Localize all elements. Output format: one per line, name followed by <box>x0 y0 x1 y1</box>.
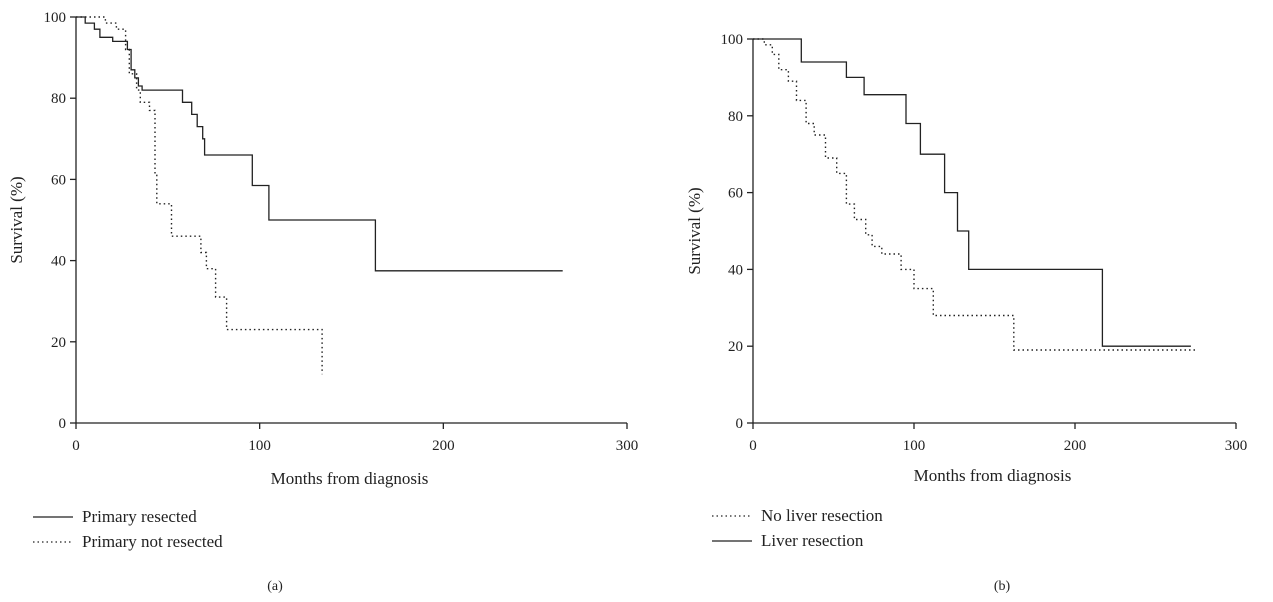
panel-label: (b) <box>994 579 1011 594</box>
x-tick-label: 100 <box>248 438 271 454</box>
y-tick-label: 100 <box>721 32 744 48</box>
legend-label: No liver resection <box>761 506 883 525</box>
y-tick-label: 40 <box>51 254 66 270</box>
series-line-primary-not-resected <box>76 16 323 375</box>
series-line-liver-resection <box>753 38 1191 347</box>
panel-label: (a) <box>267 579 283 594</box>
x-tick-label: 200 <box>1064 438 1087 454</box>
panel-b: 0 20 40 60 80 100 0 100 200 300 Months from diagno… <box>685 32 1247 594</box>
y-tick-label: 20 <box>51 335 66 351</box>
x-tick-label: 100 <box>903 438 926 454</box>
y-axis-title: Survival (%) <box>685 187 704 274</box>
legend-label: Primary resected <box>82 507 197 526</box>
x-tick-label: 300 <box>616 438 639 454</box>
x-tick-label: 300 <box>1225 438 1248 454</box>
y-axis-title: Survival (%) <box>7 176 26 263</box>
y-tick-label: 0 <box>736 416 744 432</box>
panel-a: 0 20 40 60 80 100 0 100 200 300 Months from diagno… <box>7 10 638 594</box>
legend-label: Primary not resected <box>82 532 223 551</box>
x-axis-title: Months from diagnosis <box>914 466 1072 485</box>
y-tick-label: 0 <box>59 416 67 432</box>
x-tick-label: 0 <box>72 438 80 454</box>
series-line-primary-resected <box>76 16 563 272</box>
legend-label: Liver resection <box>761 531 864 550</box>
y-tick-label: 20 <box>728 339 743 355</box>
x-tick-label: 0 <box>749 438 757 454</box>
x-axis-title: Months from diagnosis <box>271 469 429 488</box>
y-tick-label: 60 <box>51 172 66 188</box>
y-tick-label: 80 <box>728 109 743 125</box>
y-tick-label: 80 <box>51 91 66 107</box>
y-tick-label: 100 <box>44 10 67 26</box>
y-tick-label: 60 <box>728 186 743 202</box>
y-tick-label: 40 <box>728 262 743 278</box>
x-tick-label: 200 <box>432 438 455 454</box>
series-line-no-liver-resection <box>753 38 1196 351</box>
